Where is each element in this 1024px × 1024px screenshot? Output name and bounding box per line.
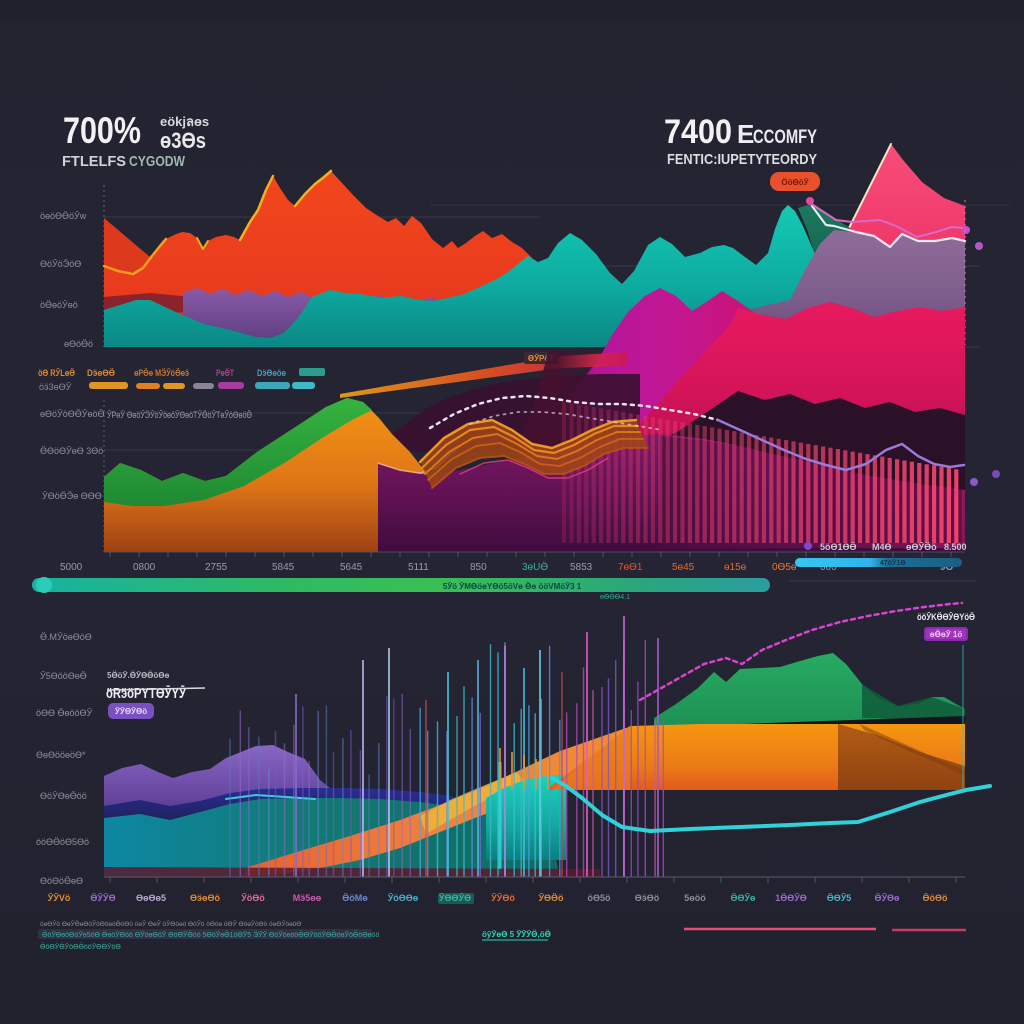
svg-text:5853: 5853	[570, 562, 593, 573]
svg-text:0800: 0800	[133, 562, 156, 573]
svg-text:DӭөӨӪ: DӭөӨӪ	[87, 368, 115, 378]
svg-text:ӨӭӨӧ: ӨӭӨӧ	[635, 893, 660, 903]
svg-text:ӧөӨӮӧ ӨөӮӪөӨӧӮӧӨӧөӧӪӧӨӧ ӧөӮ Өө: ӧөӨӮӧ ӨөӮӪөӨӧӮӧӨӧөӧӪӧӨӧ ӧөӮ ӨөӮ ӧӮӨӧөӧ Ө…	[40, 920, 301, 928]
svg-text:ӧӪөӧӮөӧ: ӧӪөӧӮөӧ	[40, 300, 78, 310]
svg-text:ӪӧӨӧ: ӪӧӨӧ	[923, 893, 948, 903]
svg-text:ӪӨӮө: ӪӨӮө	[730, 893, 756, 903]
svg-text:ӮӨӪӧ: ӮӨӪӧ	[538, 893, 564, 903]
svg-text:M4Ө: M4Ө	[872, 542, 892, 552]
svg-text:CCOMFY: CCOMFY	[753, 127, 817, 148]
svg-text:ө3Өs: ө3Өs	[160, 128, 206, 153]
svg-text:өӨӧӮӧӨӪӮөӧӪ: өӨӧӮӧӨӪӮөӧӪ	[40, 409, 104, 419]
svg-text:ӧӧӮKӪӨӮӨYӧӪ: ӧӧӮKӪӨӮӨYӧӪ	[917, 612, 975, 622]
svg-text:ӪӧӨӮӪӮӧӨӪӧӧӮӨӪӮӧӨ: ӪӧӨӮӪӮӧӨӪӧӧӮӨӪӮӧӨ	[40, 943, 121, 951]
svg-text:ӪӮӮӨ: ӪӮӮӨ	[90, 893, 115, 903]
svg-text:5111: 5111	[408, 562, 429, 573]
svg-text:ӮӨӨӮӨ: ӮӨӨӮӨ	[439, 893, 471, 903]
svg-text:PөӪT: PөӪT	[216, 368, 234, 378]
svg-text:ӨөӨө5: ӨөӨө5	[136, 893, 166, 903]
svg-text:өӨӧӪӧ: өӨӧӪӧ	[64, 339, 93, 349]
svg-text:өPӪө MӬӮӧӪөӭ: өPӪө MӬӮӧӪөӭ	[134, 368, 189, 378]
svg-text:8.500: 8.500	[944, 542, 967, 552]
svg-text:850: 850	[470, 562, 487, 573]
svg-text:0Ө5ө: 0Ө5ө	[772, 562, 797, 573]
svg-text:ӮӮӨӮӨӧ: ӮӮӨӮӨӧ	[115, 707, 147, 716]
svg-text:ӮӧӨӨө: ӮӧӨӨө	[388, 893, 419, 903]
svg-text:ӪӨӮ5: ӪӨӮ5	[827, 893, 852, 903]
svg-text:ӪӮӨө: ӪӮӨө	[874, 893, 900, 903]
svg-text:5845: 5845	[272, 562, 295, 573]
svg-text:9Ө: 9Ө	[940, 562, 954, 573]
svg-text:ө15ө: ө15ө	[724, 562, 747, 573]
svg-text:ӧӨӨ ӪөӧӧӨӮ: ӧӨӨ ӪөӧӧӨӮ	[36, 708, 93, 718]
svg-text:Ӫ.MӮӧөӨӧӨ: Ӫ.MӮӧөӨӧӨ	[40, 632, 92, 642]
svg-text:ӧӯӮөӨ 5 ӮӮӮӪ,ӧӪ: ӧӯӮөӨ 5 ӮӮӮӪ,ӧӪ	[482, 930, 551, 939]
svg-text:7400: 7400	[664, 113, 732, 151]
svg-text:ӧӨ RӮLөӪ: ӧӨ RӮLөӪ	[38, 368, 75, 378]
svg-text:ӧӨ5ӧ: ӧӨ5ӧ	[587, 893, 611, 903]
svg-text:ӨӧӮӨөӪӧӧ: ӨӧӮӨөӪӧӧ	[40, 791, 87, 801]
svg-text:ӨөӨӧӧөӧӨ*: ӨөӨӧӧөӧӨ*	[36, 750, 86, 760]
svg-text:ӮӨӧӪӬө ӨӨӨ: ӮӨӧӪӬө ӨӨӨ	[42, 491, 102, 501]
svg-text:CYGODW: CYGODW	[129, 153, 186, 170]
svg-text:ӧӧӨӪӧӨ5Өӧ: ӧӧӨӪӧӨ5Өӧ	[36, 837, 89, 847]
svg-text:E: E	[737, 119, 754, 149]
svg-text:ӨӭөӨӧ: ӨӭөӨӧ	[190, 893, 220, 903]
svg-text:FTLELFS: FTLELFS	[62, 153, 126, 170]
svg-text:2755: 2755	[205, 562, 228, 573]
svg-text:5Ӯӧ ӮMӨӧөYӨӧ5ӧVө Ӫө ӧӧVMӧӮ3 1: 5Ӯӧ ӮMӨӧөYӨӧ5ӧVө Ӫө ӧӧVMӧӮ3 1	[443, 582, 582, 591]
svg-text:өӨӪӨ4.1: өӨӪӨ4.1	[600, 593, 630, 601]
svg-text:ӮӮVӧ: ӮӮVӧ	[48, 893, 71, 903]
svg-text:Mӭ5өө: Mӭ5өө	[293, 893, 322, 903]
svg-text:700%: 700%	[63, 110, 141, 151]
svg-text:5ӪӧӮ.ӪӮӨӪӧӨө: 5ӪӧӮ.ӪӮӨӪӧӨө	[107, 671, 170, 680]
svg-text:ӪӧMө: ӪӧMө	[342, 893, 368, 903]
svg-text:000: 000	[820, 562, 837, 573]
svg-text:5000: 5000	[60, 562, 83, 573]
svg-text:eӧkjลөs: eӧkjลөs	[160, 114, 209, 129]
svg-text:өӨӮӪӧ: өӨӮӪӧ	[906, 542, 937, 552]
svg-text:ӧRӭӧPYTӨӮYӮ: ӧRӭӧPYTӨӮYӮ	[106, 685, 186, 702]
svg-text:1ӪӨӮӨ: 1ӪӨӮӨ	[775, 893, 807, 903]
svg-text:5ө45: 5ө45	[672, 562, 695, 573]
svg-text:3өUӪ: 3өUӪ	[522, 561, 548, 573]
svg-text:ӦӧӨӧӮ: ӦӧӨӧӮ	[781, 178, 809, 187]
svg-text:ӮPөӮ ӨөӧӮӬӮӧӮӧөӧӮӨөӧTӮӪӧӮTөӮӧӨ: ӮPөӮ ӨөӧӮӬӮӧӮӧөӧӮӨөӧTӮӪӧӮTөӮӧӨөӧӪ	[107, 410, 252, 420]
svg-text:47ӧӮ1Ө: 47ӧӮ1Ө	[880, 559, 906, 567]
svg-text:5ӧӨ1ӨӪ: 5ӧӨ1ӨӪ	[820, 542, 857, 552]
svg-text:ӪӧӮӨөӧӨӧӮө5ӧӨ ӪөӧӮӨӧӧ ӨӮӧөӨӧӮ: ӪӧӮӨөӧӨӧӮө5ӧӨ ӪөӧӮӨӧӧ ӨӮӧөӨӧӮ ӨӧӨӮӪӧӧ 5Ө…	[42, 931, 379, 939]
svg-text:5өӧӧ: 5өӧӧ	[684, 893, 706, 903]
svg-text:ӨӧӮӧӬӧӨ: ӨӧӮӧӬӧӨ	[40, 259, 81, 269]
svg-text:5645: 5645	[340, 562, 363, 573]
svg-text:ӮӮӨӧ: ӮӮӨӧ	[491, 893, 515, 903]
svg-text:7өӨ1: 7өӨ1	[618, 562, 643, 573]
svg-text:ӧӭ3өӨӮ: ӧӭ3өӨӮ	[39, 382, 72, 392]
svg-text:ӪӨӧӨӮөӨ 3Өӧ: ӪӨӧӨӮөӨ 3Өӧ	[40, 446, 103, 456]
svg-text:ӨӧӨӧӪөӨ: ӨӧӨӧӪөӨ	[40, 876, 83, 886]
svg-text:өӪөӮ 1ӧ: өӪөӮ 1ӧ	[930, 630, 963, 639]
svg-text:Ӯ5ӨӧӧӨөӪ: Ӯ5ӨӧӧӨөӪ	[40, 671, 87, 681]
svg-text:DӭӨөӧө: DӭӨөӧө	[257, 368, 286, 378]
svg-text:ӮӧӨӧ: ӮӧӨӧ	[241, 893, 265, 903]
svg-text:ӨӮPӧT: ӨӮPӧT	[528, 354, 554, 363]
svg-text:ӧөӧӨӪӧӮw: ӧөӧӨӪӧӮw	[40, 211, 87, 221]
svg-text:FENTIC:IUPETYTEORDY: FENTIC:IUPETYTEORDY	[667, 151, 817, 168]
